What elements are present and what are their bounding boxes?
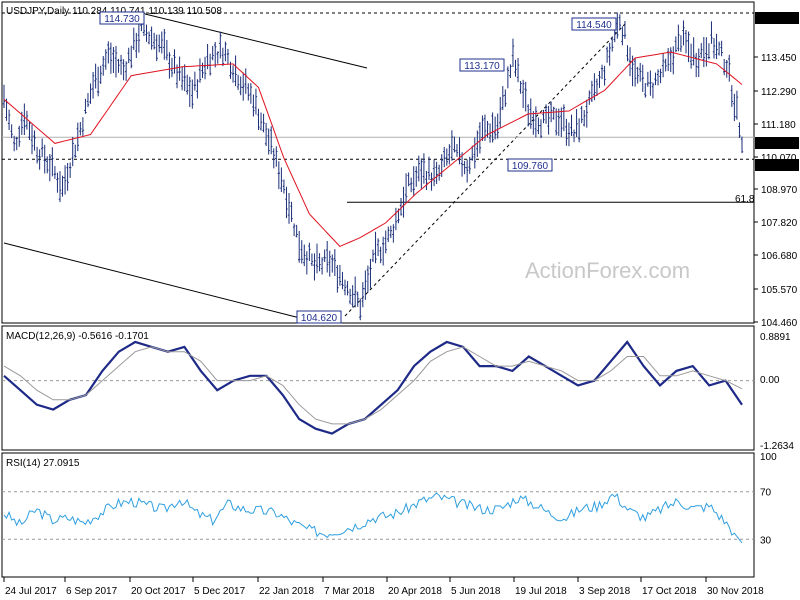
date-axis-label: 20 Apr 2018 (388, 586, 442, 597)
channel-upper-line (144, 13, 368, 69)
date-axis-label: 17 Oct 2018 (642, 586, 697, 597)
price-axis-label: 109.760 (761, 161, 798, 172)
price-annotation-box (571, 17, 617, 31)
price-axis-highlight (755, 137, 799, 149)
price-axis-label: 114.730 (761, 14, 797, 25)
price-annotation-box (99, 11, 145, 25)
watermark-text: ActionForex.com (525, 258, 690, 283)
price-axis-label: 110.508 (761, 139, 797, 150)
macd-axis: 0.8891 0.00 -1.2634 (760, 332, 794, 452)
macd-line (3, 340, 743, 435)
macd-axis-label: 0.00 (760, 375, 780, 386)
date-axis-label: 20 Oct 2017 (131, 586, 186, 597)
price-annotation-label: 114.730 (104, 14, 140, 25)
price-axis-label: 108.970 (761, 185, 798, 196)
macd-panel: MACD(12,26,9) -0.5616 -0.1701 0.8891 0.00… (1, 325, 794, 452)
rsi-panel: RSI(14) 27.0915 100 70 30 (1, 452, 777, 578)
price-axis-label: 113.450 (761, 53, 797, 64)
date-axis-label: 5 Dec 2017 (194, 586, 246, 597)
macd-axis-label: 0.8891 (760, 332, 791, 343)
macd-panel-frame (1, 325, 755, 451)
channel-lower-line (3, 242, 301, 319)
date-axis-label: 22 Jan 2018 (259, 586, 314, 597)
uptrend-dashed-line (344, 23, 626, 317)
price-axis: 114.730 113.450 112.290 111.180 110.508 110.0… (754, 12, 799, 329)
rsi-panel-title: RSI(14) 27.0915 (6, 458, 80, 469)
price-axis-label: 106.680 (761, 251, 798, 262)
date-axis-label: 7 Mar 2018 (324, 586, 375, 597)
main-panel-frame (1, 1, 755, 324)
price-axis-label: 105.570 (761, 285, 798, 296)
macd-panel-title: MACD(12,26,9) -0.5616 -0.1701 (6, 331, 149, 342)
rsi-axis-label: 100 (760, 452, 777, 463)
price-axis-label: 110.070 (761, 153, 797, 164)
price-axis-label: 111.180 (761, 120, 796, 131)
price-axis-label: 104.460 (761, 318, 798, 329)
rsi-axis-label: 70 (760, 488, 772, 499)
price-annotation-label: 109.760 (512, 161, 549, 172)
rsi-axis: 100 70 30 (760, 452, 777, 546)
price-axis-highlight (755, 159, 799, 171)
date-axis-label: 24 Jul 2017 (5, 586, 57, 597)
macd-axis-label: -1.2634 (760, 441, 794, 452)
price-annotation-label: 104.620 (301, 313, 338, 324)
price-annotation-box (507, 158, 553, 172)
macd-signal-line (3, 346, 743, 425)
price-axis-label: 112.290 (761, 87, 797, 98)
rsi-panel-frame (1, 452, 755, 578)
price-axis-highlight (755, 12, 799, 24)
date-axis-label: 6 Sep 2017 (66, 586, 118, 597)
fib-level-label: 61.8 (735, 194, 755, 205)
rsi-series-layer (2, 491, 754, 544)
date-axis-label: 3 Sep 2018 (579, 586, 631, 597)
rsi-line (3, 492, 743, 544)
price-annotation-label: 113.170 (464, 61, 500, 72)
date-axis: 24 Jul 2017 6 Sep 2017 20 Oct 2017 5 Dec 20… (3, 577, 764, 597)
price-annotation-label: 114.540 (576, 20, 612, 31)
date-axis-label: 19 Jul 2018 (515, 586, 567, 597)
price-axis-label: 107.820 (761, 218, 798, 229)
moving-average-line (3, 51, 743, 247)
price-series-layer: 114.730 113.170 114.540 109.760 104.620 (2, 11, 754, 324)
date-axis-label: 5 Jun 2018 (451, 586, 501, 597)
price-annotation-box (459, 58, 505, 72)
price-annotation-box (296, 310, 342, 324)
main-price-panel: USDJPY,Daily 110.284 110.741 110.139 110… (1, 1, 799, 329)
date-axis-label: 30 Nov 2018 (707, 586, 764, 597)
rsi-axis-label: 30 (760, 535, 772, 546)
macd-series-layer (2, 340, 754, 435)
